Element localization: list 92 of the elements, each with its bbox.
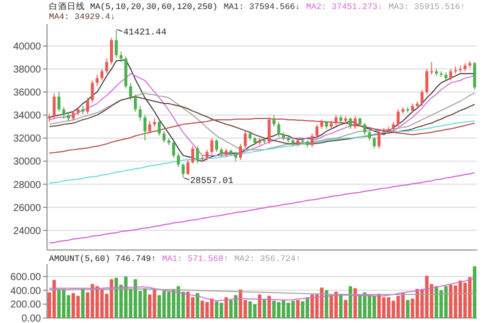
candlestick [129,82,132,101]
candlestick [320,119,324,130]
candlestick [182,163,185,178]
annotation: 41421.44 [123,28,166,38]
candlestick [148,120,152,134]
candlestick [138,105,142,122]
candlestick [186,160,190,176]
line-series [48,278,476,302]
candlestick [114,29,118,58]
candlestick [134,94,137,112]
text: MA4: 34929.4↓ [49,12,116,22]
text: MA2: 356.724↑ [234,254,301,264]
y-tick-label: 400.00 [10,286,42,297]
candlestick [310,133,314,148]
candlestick [277,122,280,138]
bar [406,300,410,318]
candlestick [191,146,194,164]
candlestick [363,122,366,136]
candlestick [334,114,338,126]
candlestick [396,108,400,128]
text: MA1: 571.568↑ [162,254,228,264]
candlestick [105,58,108,74]
candlestick [244,130,247,149]
bar [262,299,266,318]
candlestick [372,136,376,149]
candlestick [96,74,99,87]
candlestick [378,130,381,149]
text: MA3: 35915.516↑ [388,2,466,12]
line-series [48,59,476,162]
candlestick [268,116,271,144]
candlestick [86,97,90,114]
candlestick [162,130,166,144]
chart-title: AMOUNT(5,60) 746.749↑ [49,254,156,264]
line-series [48,120,476,184]
candlestick [234,152,238,162]
y-tick-label: 28000 [13,180,42,191]
bar [81,288,85,318]
candlestick [220,146,223,158]
candlestick [210,138,214,155]
candlestick [52,92,56,119]
candlestick [110,37,113,65]
candlestick [215,138,218,152]
y-tick-label: 200.00 [10,300,42,311]
candlestick [239,143,242,161]
bar [344,300,348,318]
candlestick [354,116,357,130]
y-tick-label: 30000 [13,156,42,168]
candlestick [248,130,252,141]
text: MA2: 37451.273↓ [306,2,383,12]
candlestick [315,124,318,139]
bar [267,296,271,318]
candlestick [176,152,180,168]
bar [472,266,476,318]
candlestick [392,122,395,132]
candlestick [62,106,66,119]
y-tick-label: 32000 [13,134,42,145]
line-series [48,118,476,154]
chart-title: 白酒日线 MA(5,10,20,30,60,120,250) [49,1,218,12]
candlestick [272,114,276,128]
bar [258,294,262,318]
candlestick [368,130,371,141]
candlestick [196,146,199,164]
candlestick [411,103,414,114]
candlestick [90,80,94,103]
bar [296,300,300,318]
y-tick-label: 26000 [13,202,42,214]
candlestick [143,114,146,141]
bar [353,288,357,318]
candlestick [172,140,176,158]
text: MA1: 37594.566↓ [224,2,300,12]
y-tick-label: 0.00 [22,314,42,323]
y-tick-label: 24000 [13,226,42,237]
annotation: 28557.01 [190,176,234,186]
y-tick-label: 38000 [13,64,42,76]
y-tick-label: 36000 [13,88,42,99]
y-tick-label: 34000 [13,110,42,122]
line-series [48,172,476,244]
candlestick [358,116,362,128]
candlestick [449,68,452,81]
candlestick [72,110,75,122]
candlestick [158,119,161,136]
candlestick [100,68,104,81]
bar [339,294,343,318]
y-tick-label: 40000 [13,41,42,52]
candlestick [420,89,424,106]
candlestick [57,92,60,112]
bar [348,286,352,318]
candlestick [206,149,209,161]
bar [224,297,228,318]
candlestick [348,116,352,130]
candlestick [120,51,123,62]
y-tick-label: 600.00 [10,272,42,283]
